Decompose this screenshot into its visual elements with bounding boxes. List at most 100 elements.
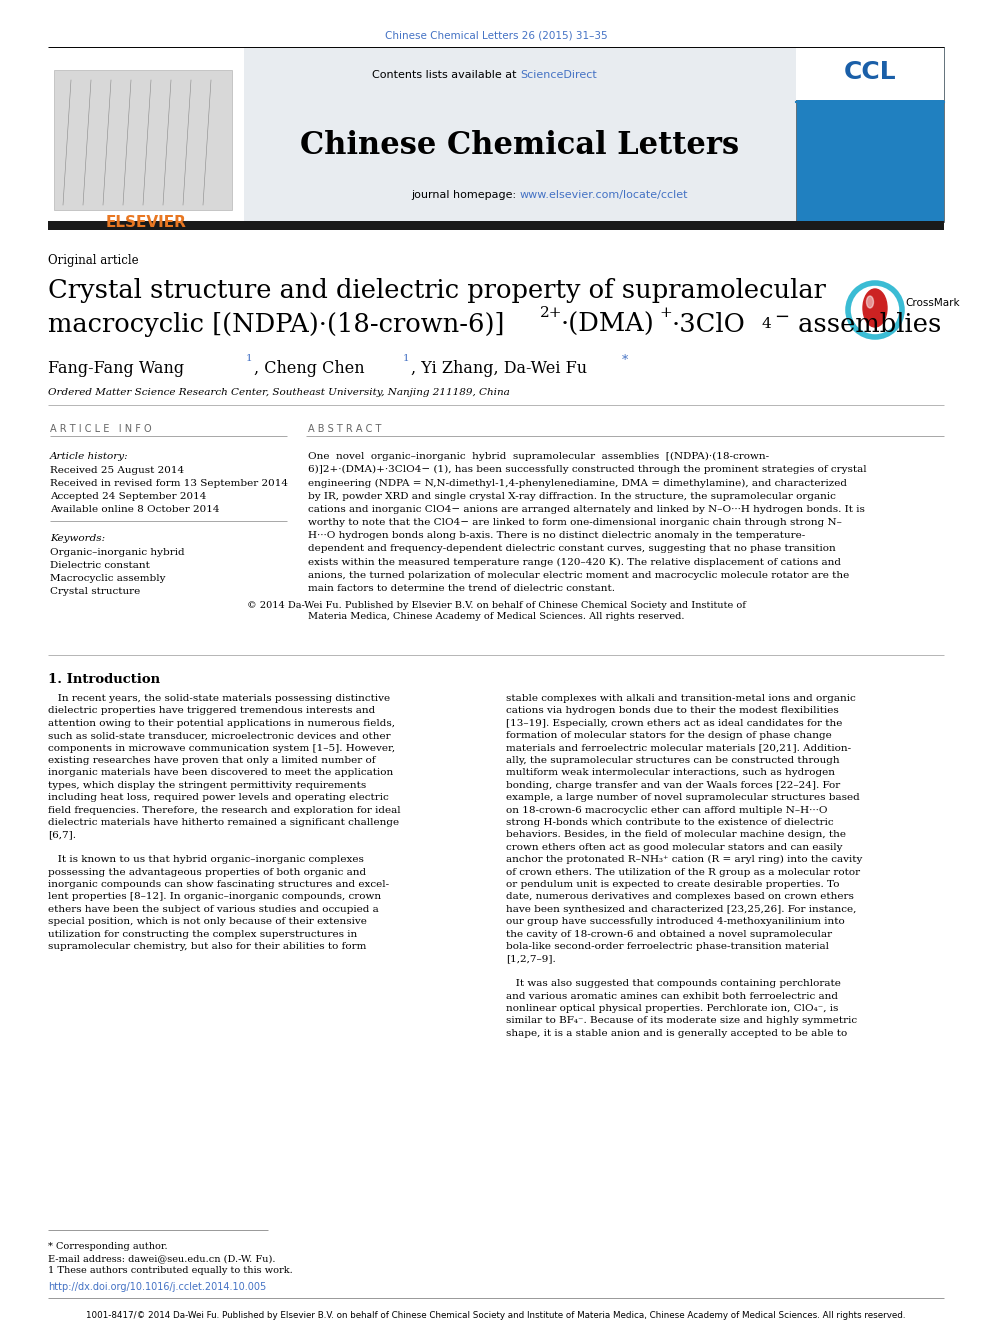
Text: Received 25 August 2014: Received 25 August 2014 xyxy=(50,466,185,475)
Text: [6,7].: [6,7]. xyxy=(48,831,76,839)
Text: formation of molecular stators for the design of phase change: formation of molecular stators for the d… xyxy=(506,732,831,740)
Text: Article history:: Article history: xyxy=(50,452,129,460)
Text: −: − xyxy=(774,308,789,325)
Text: nonlinear optical physical properties. Perchlorate ion, ClO₄⁻, is: nonlinear optical physical properties. P… xyxy=(506,1004,838,1013)
Text: bonding, charge transfer and van der Waals forces [22–24]. For: bonding, charge transfer and van der Waa… xyxy=(506,781,840,790)
Text: Macrocyclic assembly: Macrocyclic assembly xyxy=(50,574,166,583)
Text: attention owing to their potential applications in numerous fields,: attention owing to their potential appli… xyxy=(48,718,395,728)
Text: anions, the turned polarization of molecular electric moment and macrocyclic mol: anions, the turned polarization of molec… xyxy=(308,570,849,579)
Text: worthy to note that the ClO4− are linked to form one-dimensional inorganic chain: worthy to note that the ClO4− are linked… xyxy=(308,519,842,527)
Text: stable complexes with alkali and transition-metal ions and organic: stable complexes with alkali and transit… xyxy=(506,695,856,703)
Text: have been synthesized and characterized [23,25,26]. For instance,: have been synthesized and characterized … xyxy=(506,905,856,914)
Text: [13–19]. Especially, crown ethers act as ideal candidates for the: [13–19]. Especially, crown ethers act as… xyxy=(506,718,842,728)
Text: dependent and frequency-dependent dielectric constant curves, suggesting that no: dependent and frequency-dependent dielec… xyxy=(308,544,835,553)
Text: It was also suggested that compounds containing perchlorate: It was also suggested that compounds con… xyxy=(506,979,841,988)
Text: similar to BF₄⁻. Because of its moderate size and highly symmetric: similar to BF₄⁻. Because of its moderate… xyxy=(506,1016,857,1025)
Bar xyxy=(796,48,944,222)
Text: , Cheng Chen: , Cheng Chen xyxy=(254,360,365,377)
Text: Materia Medica, Chinese Academy of Medical Sciences. All rights reserved.: Materia Medica, Chinese Academy of Medic… xyxy=(308,613,684,622)
Text: Chinese Chemical Letters: Chinese Chemical Letters xyxy=(301,130,740,161)
Text: crown ethers often act as good molecular stators and can easily: crown ethers often act as good molecular… xyxy=(506,843,842,852)
Text: www.elsevier.com/locate/cclet: www.elsevier.com/locate/cclet xyxy=(520,191,688,200)
Text: strong H-bonds which contribute to the existence of dielectric: strong H-bonds which contribute to the e… xyxy=(506,818,833,827)
Text: ScienceDirect: ScienceDirect xyxy=(520,70,597,79)
Text: inorganic materials have been discovered to meet the application: inorganic materials have been discovered… xyxy=(48,769,393,778)
Text: including heat loss, required power levels and operating electric: including heat loss, required power leve… xyxy=(48,794,389,802)
Bar xyxy=(48,48,244,222)
Text: +: + xyxy=(659,306,672,320)
Text: Chinese Chemical Letters 26 (2015) 31–35: Chinese Chemical Letters 26 (2015) 31–35 xyxy=(385,30,607,40)
Text: ELSEVIER: ELSEVIER xyxy=(105,216,186,230)
Text: supramolecular chemistry, but also for their abilities to form: supramolecular chemistry, but also for t… xyxy=(48,942,366,951)
Text: of crown ethers. The utilization of the R group as a molecular rotor: of crown ethers. The utilization of the … xyxy=(506,868,860,877)
Text: engineering (NDPA = N,N-dimethyl-1,4-phenylenediamine, DMA = dimethylamine), and: engineering (NDPA = N,N-dimethyl-1,4-phe… xyxy=(308,479,847,487)
Text: by IR, powder XRD and single crystal X-ray diffraction. In the structure, the su: by IR, powder XRD and single crystal X-r… xyxy=(308,492,836,500)
Text: on 18-crown-6 macrocyclic ether can afford multiple N–H···O: on 18-crown-6 macrocyclic ether can affo… xyxy=(506,806,827,815)
Text: ethers have been the subject of various studies and occupied a: ethers have been the subject of various … xyxy=(48,905,379,914)
Text: lent properties [8–12]. In organic–inorganic compounds, crown: lent properties [8–12]. In organic–inorg… xyxy=(48,893,381,901)
Text: exists within the measured temperature range (120–420 K). The relative displacem: exists within the measured temperature r… xyxy=(308,557,841,566)
Text: types, which display the stringent permittivity requirements: types, which display the stringent permi… xyxy=(48,781,366,790)
Text: 1001-8417/© 2014 Da-Wei Fu. Published by Elsevier B.V. on behalf of Chinese Chem: 1001-8417/© 2014 Da-Wei Fu. Published by… xyxy=(86,1311,906,1320)
Text: components in microwave communication system [1–5]. However,: components in microwave communication sy… xyxy=(48,744,395,753)
Text: E-mail address: dawei@seu.edu.cn (D.-W. Fu).: E-mail address: dawei@seu.edu.cn (D.-W. … xyxy=(48,1254,276,1263)
Text: and various aromatic amines can exhibit both ferroelectric and: and various aromatic amines can exhibit … xyxy=(506,992,838,1000)
Text: Available online 8 October 2014: Available online 8 October 2014 xyxy=(50,505,219,515)
Text: A R T I C L E   I N F O: A R T I C L E I N F O xyxy=(50,423,152,434)
Text: special position, which is not only because of their extensive: special position, which is not only beca… xyxy=(48,917,367,926)
Text: our group have successfully introduced 4-methoxyanilinium into: our group have successfully introduced 4… xyxy=(506,917,845,926)
Text: 2+: 2+ xyxy=(540,306,562,320)
Text: CrossMark: CrossMark xyxy=(905,298,959,308)
Text: anchor the protonated R–NH₃⁺ cation (R = aryl ring) into the cavity: anchor the protonated R–NH₃⁺ cation (R =… xyxy=(506,855,862,864)
Bar xyxy=(48,221,944,230)
Text: 6)]2+·(DMA)+·3ClO4− (1), has been successfully constructed through the prominent: 6)]2+·(DMA)+·3ClO4− (1), has been succes… xyxy=(308,466,867,475)
Text: Dielectric constant: Dielectric constant xyxy=(50,561,150,570)
Text: In recent years, the solid-state materials possessing distinctive: In recent years, the solid-state materia… xyxy=(48,695,390,703)
Text: Original article: Original article xyxy=(48,254,139,267)
Text: © 2014 Da-Wei Fu. Published by Elsevier B.V. on behalf of Chinese Chemical Socie: © 2014 Da-Wei Fu. Published by Elsevier … xyxy=(247,601,745,610)
Text: field frequencies. Therefore, the research and exploration for ideal: field frequencies. Therefore, the resear… xyxy=(48,806,401,815)
Text: [1,2,7–9].: [1,2,7–9]. xyxy=(506,954,556,963)
Text: example, a large number of novel supramolecular structures based: example, a large number of novel supramo… xyxy=(506,794,860,802)
Text: main factors to determine the trend of dielectric constant.: main factors to determine the trend of d… xyxy=(308,583,615,593)
Text: H···O hydrogen bonds along b-axis. There is no distinct dielectric anomaly in th: H···O hydrogen bonds along b-axis. There… xyxy=(308,532,806,540)
Text: shape, it is a stable anion and is generally accepted to be able to: shape, it is a stable anion and is gener… xyxy=(506,1029,847,1037)
Bar xyxy=(796,48,944,101)
Text: the cavity of 18-crown-6 and obtained a novel supramolecular: the cavity of 18-crown-6 and obtained a … xyxy=(506,930,832,938)
Text: It is known to us that hybrid organic–inorganic complexes: It is known to us that hybrid organic–in… xyxy=(48,855,364,864)
Bar xyxy=(54,70,232,210)
Text: Contents lists available at: Contents lists available at xyxy=(372,70,520,79)
Text: materials and ferroelectric molecular materials [20,21]. Addition-: materials and ferroelectric molecular ma… xyxy=(506,744,851,753)
Text: One  novel  organic–inorganic  hybrid  supramolecular  assemblies  [(NDPA)·(18-c: One novel organic–inorganic hybrid supra… xyxy=(308,452,769,462)
Text: 1. Introduction: 1. Introduction xyxy=(48,673,160,687)
Text: Crystal structure and dielectric property of supramolecular: Crystal structure and dielectric propert… xyxy=(48,278,826,303)
Text: *: * xyxy=(622,355,628,366)
Text: existing researches have proven that only a limited number of: existing researches have proven that onl… xyxy=(48,755,376,765)
Text: behaviors. Besides, in the field of molecular machine design, the: behaviors. Besides, in the field of mole… xyxy=(506,831,846,839)
Text: Organic–inorganic hybrid: Organic–inorganic hybrid xyxy=(50,548,185,557)
Text: assemblies: assemblies xyxy=(790,312,941,337)
Text: dielectric properties have triggered tremendous interests and: dielectric properties have triggered tre… xyxy=(48,706,375,716)
Text: Keywords:: Keywords: xyxy=(50,534,105,542)
Text: dielectric materials have hitherto remained a significant challenge: dielectric materials have hitherto remai… xyxy=(48,818,399,827)
Text: multiform weak intermolecular interactions, such as hydrogen: multiform weak intermolecular interactio… xyxy=(506,769,835,778)
Bar xyxy=(48,48,944,222)
Text: ·3ClO: ·3ClO xyxy=(672,312,746,337)
Text: Ordered Matter Science Research Center, Southeast University, Nanjing 211189, Ch: Ordered Matter Science Research Center, … xyxy=(48,388,510,397)
Text: Accepted 24 September 2014: Accepted 24 September 2014 xyxy=(50,492,206,501)
Ellipse shape xyxy=(866,296,874,308)
Text: inorganic compounds can show fascinating structures and excel-: inorganic compounds can show fascinating… xyxy=(48,880,389,889)
Text: bola-like second-order ferroelectric phase-transition material: bola-like second-order ferroelectric pha… xyxy=(506,942,829,951)
Text: , Yi Zhang, Da-Wei Fu: , Yi Zhang, Da-Wei Fu xyxy=(411,360,587,377)
Ellipse shape xyxy=(863,288,887,327)
Text: date, numerous derivatives and complexes based on crown ethers: date, numerous derivatives and complexes… xyxy=(506,893,854,901)
Text: utilization for constructing the complex superstructures in: utilization for constructing the complex… xyxy=(48,930,357,938)
Text: 4: 4 xyxy=(762,318,772,331)
Text: Crystal structure: Crystal structure xyxy=(50,587,140,595)
Text: ·(DMA): ·(DMA) xyxy=(561,312,655,337)
Text: CCL: CCL xyxy=(843,60,897,83)
Text: ally, the supramolecular structures can be constructed through: ally, the supramolecular structures can … xyxy=(506,755,839,765)
Text: http://dx.doi.org/10.1016/j.cclet.2014.10.005: http://dx.doi.org/10.1016/j.cclet.2014.1… xyxy=(48,1282,266,1293)
Text: Fang-Fang Wang: Fang-Fang Wang xyxy=(48,360,185,377)
Text: cations and inorganic ClO4− anions are arranged alternately and linked by N–O···: cations and inorganic ClO4− anions are a… xyxy=(308,505,865,513)
